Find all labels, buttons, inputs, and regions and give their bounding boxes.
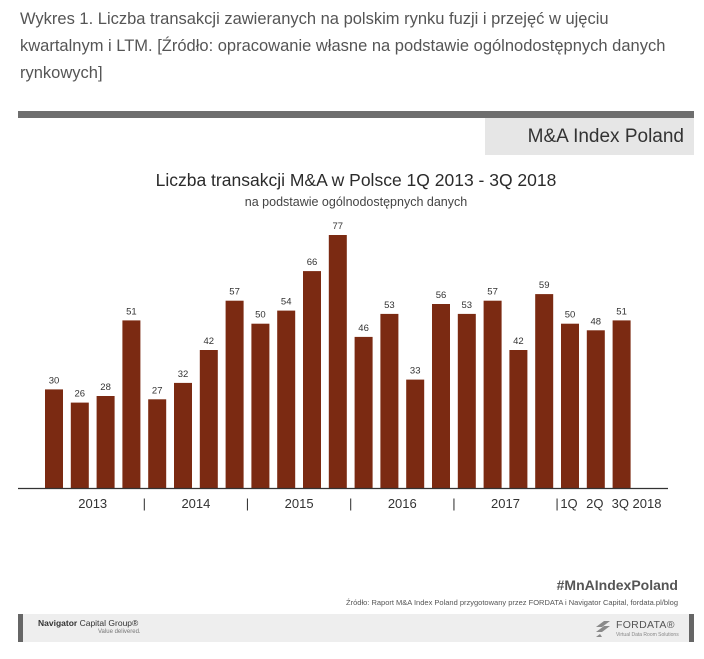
bar-value-label: 57	[229, 287, 240, 298]
x-tick-separator: |	[452, 496, 455, 511]
x-tick-separator: |	[246, 496, 249, 511]
bar-value-label: 57	[487, 287, 498, 298]
x-tick-label-year: 2015	[285, 496, 314, 511]
fordata-tagline: Virtual Data Room Solutions	[616, 632, 679, 638]
bar-value-label: 51	[616, 306, 627, 317]
bar-value-label: 33	[410, 366, 421, 377]
bar	[225, 300, 244, 488]
x-tick-label-quarter: 3Q 2018	[612, 496, 662, 511]
footer-bar	[18, 614, 694, 642]
bar-value-label: 59	[539, 280, 550, 291]
navigator-brand: Navigator	[38, 618, 78, 628]
fordata-registered-mark: ®	[666, 619, 675, 631]
bar	[483, 300, 502, 488]
bar	[148, 399, 167, 488]
hashtag: #MnAIndexPoland	[556, 577, 678, 593]
bar-value-label: 77	[333, 221, 344, 232]
bar	[509, 350, 528, 488]
bar-value-label: 48	[591, 316, 602, 327]
bar	[199, 350, 218, 488]
x-tick-label-quarter: 2Q	[586, 496, 603, 511]
bar	[380, 313, 399, 488]
bar	[586, 330, 605, 488]
bar	[457, 313, 476, 488]
bar-value-label: 50	[565, 310, 576, 321]
chart-subtitle: na podstawie ogólnodostępnych danych	[244, 195, 468, 209]
footer-right-accent	[689, 614, 694, 642]
bar	[535, 294, 554, 488]
bar-value-label: 51	[126, 306, 137, 317]
x-tick-separator: |	[143, 496, 146, 511]
fordata-name: FORDATA	[616, 619, 667, 631]
source-note: Źródło: Raport M&A Index Poland przygoto…	[346, 598, 678, 607]
index-label: M&A Index Poland	[485, 118, 694, 155]
x-tick-separator: |	[349, 496, 352, 511]
bar-value-label: 28	[100, 382, 111, 393]
bar-value-label: 42	[513, 336, 524, 347]
bar	[45, 389, 63, 488]
bar-value-label: 27	[152, 385, 163, 396]
footer-left-accent	[18, 614, 23, 642]
x-tick-label-year: 2014	[181, 496, 210, 511]
navigator-capital-logo: Navigator Capital Group® Value delivered…	[38, 619, 141, 637]
navigator-brand-rest: Capital Group	[77, 618, 133, 628]
bar	[277, 310, 296, 488]
bar	[303, 271, 321, 488]
bar-value-label: 26	[75, 389, 86, 400]
bar	[251, 323, 270, 488]
bar	[96, 396, 115, 488]
bar	[122, 320, 141, 488]
bar	[561, 323, 579, 488]
bar-value-label: 32	[178, 369, 189, 380]
bar	[70, 402, 89, 488]
bar	[174, 382, 192, 488]
chart-title: Liczba transakcji M&A w Polsce 1Q 2013 -…	[155, 170, 557, 190]
bar-value-label: 56	[436, 290, 447, 301]
x-tick-label-year: 2016	[388, 496, 417, 511]
navigator-registered-mark: ®	[132, 618, 139, 628]
x-tick-separator: |	[555, 496, 558, 511]
bar	[432, 304, 450, 488]
bar	[406, 379, 425, 488]
bar-value-label: 53	[384, 300, 395, 311]
bar-value-label: 66	[307, 257, 318, 268]
bar	[612, 320, 631, 488]
figure-caption: Wykres 1. Liczba transakcji zawieranych …	[20, 10, 666, 82]
bar-value-label: 42	[204, 336, 215, 347]
bar-value-label: 50	[255, 310, 266, 321]
bar	[328, 235, 347, 488]
x-tick-label-year: 2017	[491, 496, 520, 511]
navigator-tagline: Value delivered.	[98, 629, 141, 635]
bar-value-label: 53	[462, 300, 473, 311]
fordata-mark-icon	[596, 621, 610, 637]
bar-value-label: 46	[358, 323, 369, 334]
x-tick-label-quarter: 1Q	[560, 496, 577, 511]
x-tick-label-year: 2013	[78, 496, 107, 511]
header-bar	[18, 111, 694, 118]
bar	[354, 336, 373, 488]
bar-value-label: 54	[281, 297, 292, 308]
bar-value-label: 30	[49, 375, 60, 386]
